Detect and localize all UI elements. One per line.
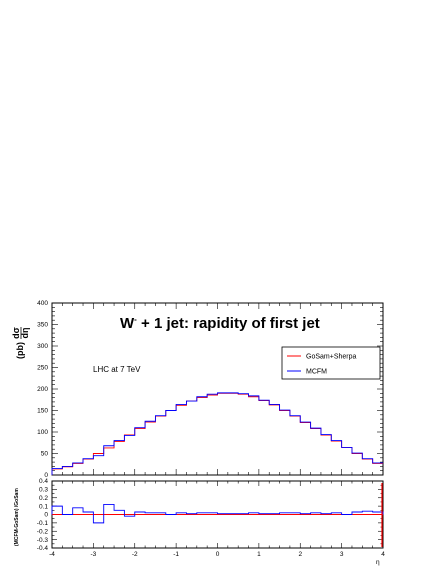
svg-text:dη: dη	[20, 328, 30, 339]
main-axis-ticks	[51, 302, 384, 476]
ratio-y-tick-label: -0.1	[37, 520, 49, 527]
series-mcfm	[51, 392, 383, 475]
histogram-series	[51, 392, 383, 475]
x-tick-labels: -4 -3 -2 -1 0 1 2 3 4	[49, 551, 385, 558]
main-y-tick-labels: 0 50 100 150 200 250 300 350 400	[37, 300, 48, 479]
ratio-y-tick-label: 0.2	[39, 495, 48, 502]
legend-label-mcfm: MCFM	[306, 369, 327, 376]
x-tick-label: 0	[216, 551, 220, 558]
legend-box	[281, 346, 381, 380]
y-tick-label: 200	[37, 386, 48, 393]
main-plot-frame	[51, 302, 384, 476]
svg-text:dσ: dσ	[11, 327, 21, 339]
x-tick-label: -1	[173, 551, 179, 558]
ratio-y-tick-label: 0	[44, 512, 48, 519]
energy-annotation: LHC at 7 TeV	[93, 365, 141, 374]
ratio-y-tick-label: 0.4	[39, 478, 48, 485]
x-tick-label: -3	[90, 551, 96, 558]
ratio-axis-ticks	[51, 480, 384, 549]
y-tick-label: 400	[37, 300, 48, 307]
ratio-y-tick-label: 0.1	[39, 503, 48, 510]
y-tick-label: 50	[41, 451, 49, 458]
y-tick-label: 250	[37, 365, 48, 372]
svg-text:(pb): (pb)	[15, 342, 25, 359]
ratio-y-tick-labels: -0.4-0.3 -0.2-0.10 0.10.20.3 0.4	[37, 478, 49, 552]
x-axis-label: η	[376, 559, 380, 566]
legend: GoSam+Sherpa MCFM	[281, 346, 381, 380]
y-tick-label: 300	[37, 343, 48, 350]
legend-label-gosam: GoSam+Sherpa	[306, 354, 356, 361]
y-tick-label: 100	[37, 429, 48, 436]
x-tick-label: -4	[49, 551, 55, 558]
ratio-series	[51, 483, 384, 547]
x-tick-label: 4	[381, 551, 385, 558]
ratio-y-tick-label: 0.3	[39, 487, 48, 494]
chart-title: W- + 1 jet: rapidity of first jet	[120, 315, 320, 332]
x-tick-label: 3	[340, 551, 344, 558]
y-tick-label: 350	[37, 322, 48, 329]
ratio-series-mcfm	[51, 504, 384, 524]
y-tick-label: 150	[37, 408, 48, 415]
ratio-y-tick-label: -0.3	[37, 537, 49, 544]
ratio-y-tick-label: -0.4	[37, 545, 49, 552]
ratio-y-tick-label: -0.2	[37, 528, 49, 535]
y-tick-label: 0	[44, 472, 48, 479]
x-tick-label: 2	[298, 551, 302, 558]
x-tick-label: -2	[132, 551, 138, 558]
ratio-y-axis-label: (MCFM-GoSam) /GoSam	[14, 488, 20, 546]
x-tick-label: 1	[257, 551, 261, 558]
main-y-axis-label: (pb) dσ dη	[11, 327, 30, 359]
